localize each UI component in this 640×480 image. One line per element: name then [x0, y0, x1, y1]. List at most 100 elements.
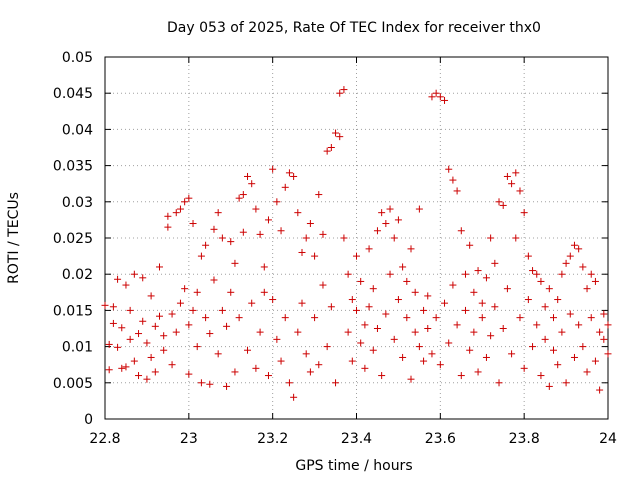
data-point: [596, 386, 604, 394]
data-point: [139, 274, 147, 282]
x-tick-labels: 22.8 23 23.2 23.4 23.6 23.8 24: [89, 431, 617, 447]
data-point: [394, 296, 402, 304]
data-point: [562, 379, 570, 387]
data-point: [533, 270, 541, 278]
data-point: [260, 263, 268, 271]
data-point: [239, 191, 247, 199]
data-point: [516, 187, 524, 195]
chart-title: Day 053 of 2025, Rate Of TEC Index for r…: [167, 20, 541, 36]
data-point: [168, 310, 176, 318]
data-point: [541, 335, 549, 343]
data-point: [323, 343, 331, 351]
data-point: [252, 364, 260, 372]
data-point: [135, 330, 143, 338]
x-tick-label: 23.6: [425, 431, 456, 447]
data-point: [252, 205, 260, 213]
data-point: [160, 332, 168, 340]
data-point: [399, 263, 407, 271]
data-point: [109, 319, 117, 327]
data-point: [600, 335, 608, 343]
data-point: [386, 270, 394, 278]
data-point: [474, 267, 482, 275]
data-point: [135, 372, 143, 380]
data-point: [466, 241, 474, 249]
data-point: [575, 245, 583, 253]
data-point: [449, 176, 457, 184]
data-point: [436, 93, 444, 101]
data-point: [487, 234, 495, 242]
data-point: [361, 364, 369, 372]
data-point: [302, 350, 310, 358]
data-point: [126, 335, 134, 343]
y-tick-label: 0.05: [62, 50, 93, 66]
y-tick-label: 0.015: [53, 303, 93, 319]
data-point: [373, 227, 381, 235]
data-point: [533, 321, 541, 329]
data-point: [373, 325, 381, 332]
data-point: [348, 357, 356, 365]
data-point: [344, 270, 352, 278]
data-point: [269, 296, 277, 304]
data-point: [285, 169, 293, 177]
data-point: [508, 180, 516, 188]
x-tick-label: 23: [180, 431, 198, 447]
data-point: [181, 285, 189, 293]
y-tick-label: 0.04: [62, 122, 93, 138]
data-point: [415, 205, 423, 213]
data-point: [403, 277, 411, 285]
data-point: [340, 234, 348, 242]
x-tick-label: 23.4: [341, 431, 372, 447]
data-point: [357, 339, 365, 347]
data-point: [407, 245, 415, 253]
data-point: [311, 252, 319, 260]
data-point: [214, 209, 222, 217]
data-point: [319, 281, 327, 289]
data-point: [122, 281, 130, 289]
data-point: [520, 364, 528, 372]
data-point: [591, 277, 599, 285]
data-points: [101, 86, 612, 401]
data-point: [118, 324, 126, 332]
data-point: [105, 366, 113, 374]
data-point: [248, 180, 256, 188]
data-point: [596, 328, 604, 336]
data-point: [311, 314, 319, 322]
data-point: [248, 299, 256, 307]
data-point: [294, 209, 302, 217]
data-point: [147, 292, 155, 300]
data-point: [457, 227, 465, 235]
data-point: [273, 335, 281, 343]
data-point: [210, 225, 218, 233]
data-point: [529, 267, 537, 275]
data-point: [290, 172, 298, 180]
data-point: [583, 285, 591, 293]
data-point: [562, 259, 570, 267]
x-tick-label: 24: [599, 431, 617, 447]
axis-ticks: [104, 56, 609, 420]
data-point: [336, 89, 344, 97]
data-point: [516, 314, 524, 322]
data-point: [264, 216, 272, 224]
data-point: [449, 281, 457, 289]
data-point: [277, 227, 285, 235]
data-point: [332, 379, 340, 387]
data-point: [294, 328, 302, 336]
data-point: [361, 321, 369, 329]
data-point: [604, 321, 612, 329]
data-point: [579, 263, 587, 271]
data-point: [130, 270, 138, 278]
data-point: [478, 299, 486, 307]
data-point: [520, 209, 528, 217]
data-point: [390, 234, 398, 242]
data-point: [466, 346, 474, 354]
data-point: [130, 357, 138, 365]
data-point: [566, 310, 574, 318]
data-point: [558, 270, 566, 278]
data-point: [214, 350, 222, 358]
data-point: [524, 296, 532, 304]
data-point: [109, 303, 117, 311]
data-point: [495, 379, 503, 387]
data-point: [575, 321, 583, 329]
data-point: [554, 296, 562, 304]
